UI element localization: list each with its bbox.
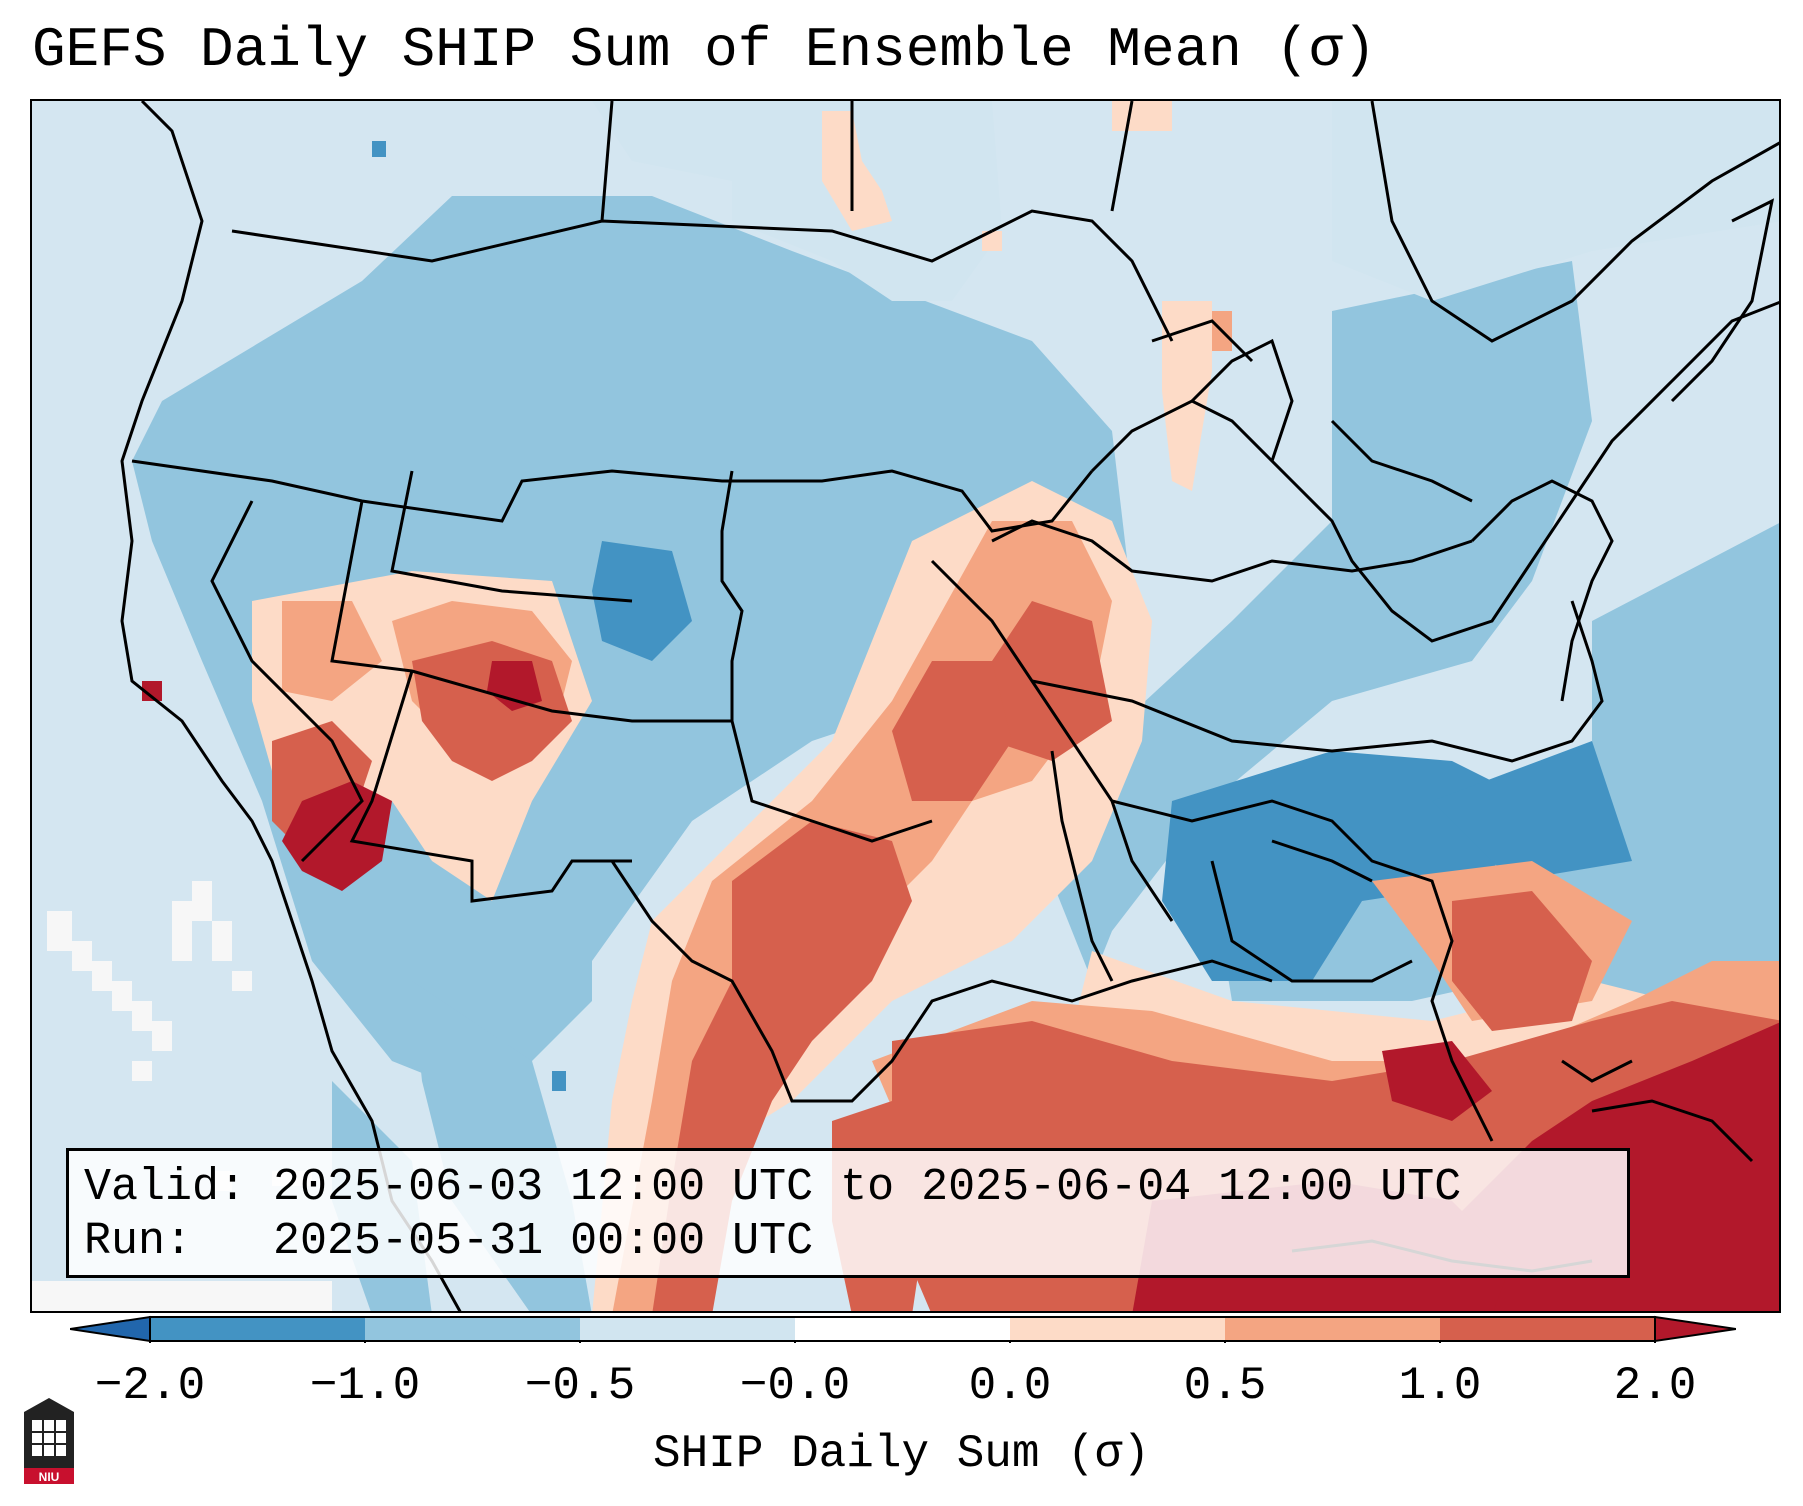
logo-text: NIU xyxy=(39,1470,60,1484)
colorbar-tick-label: −2.0 xyxy=(94,1360,206,1412)
chart-title: GEFS Daily SHIP Sum of Ensemble Mean (σ) xyxy=(32,18,1377,82)
valid-label: Valid: xyxy=(84,1162,247,1213)
colorbar-tick-label: −0.0 xyxy=(739,1360,851,1412)
colorbar-segment xyxy=(580,1317,795,1341)
colorbar-segment xyxy=(1010,1317,1225,1341)
colorbar-tick-label: −0.5 xyxy=(524,1360,636,1412)
colorbar-segment xyxy=(150,1317,365,1341)
colorbar xyxy=(69,1315,1737,1351)
valid-run-info-box: Valid: 2025-06-03 12:00 UTC to 2025-06-0… xyxy=(66,1148,1630,1278)
colorbar-segment xyxy=(365,1317,580,1341)
colorbar-tick-label: 2.0 xyxy=(1613,1360,1697,1412)
valid-range: 2025-06-03 12:00 UTC to 2025-06-04 12:00… xyxy=(273,1162,1462,1213)
colorbar-outline xyxy=(149,1316,1656,1342)
run-label: Run: xyxy=(84,1216,193,1267)
colorbar-under-arrow xyxy=(69,1315,151,1343)
colorbar-segment xyxy=(795,1317,1010,1341)
colorbar-tick-label: 0.5 xyxy=(1183,1360,1267,1412)
dark-blue-regions xyxy=(372,141,1632,1091)
colorbar-label: SHIP Daily Sum (σ) xyxy=(653,1428,1150,1480)
colorbar-segment xyxy=(1440,1317,1655,1341)
coastlines-and-borders xyxy=(120,101,1779,1311)
map-panel xyxy=(30,99,1781,1313)
colorbar-svg xyxy=(69,1315,1737,1351)
colorbar-segment xyxy=(1225,1317,1440,1341)
colorbar-over-arrow xyxy=(1654,1315,1737,1343)
colorbar-tick-label: −1.0 xyxy=(309,1360,421,1412)
run-time: 2025-05-31 00:00 UTC xyxy=(273,1216,814,1267)
map-svg xyxy=(32,101,1779,1311)
colorbar-tick-label: 1.0 xyxy=(1398,1360,1482,1412)
niu-logo: NIU xyxy=(24,1398,74,1484)
colorbar-tick-label: 0.0 xyxy=(968,1360,1052,1412)
